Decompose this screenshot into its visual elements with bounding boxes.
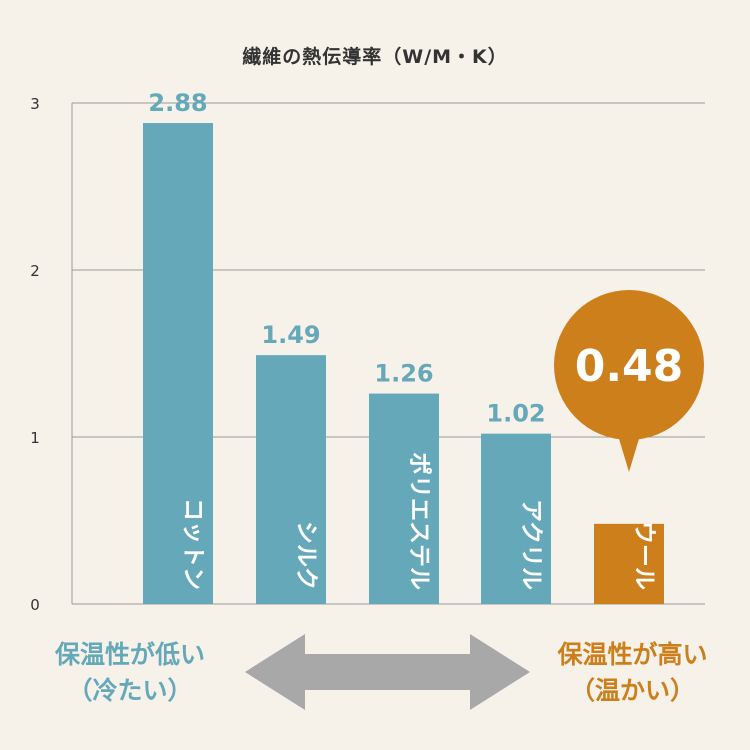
high-insulation-subtitle: （温かい） xyxy=(569,676,695,705)
data-labels: 2.88 1.49 1.26 1.02 0.48 xyxy=(148,89,704,472)
high-insulation-label: 保温性が高い （温かい） xyxy=(525,637,740,709)
chart-title: 繊維の熱伝導率（W/M・K） xyxy=(242,45,508,68)
double-arrow-icon xyxy=(245,634,530,710)
y-tick-label: 2 xyxy=(30,262,40,280)
data-label: 1.49 xyxy=(261,321,320,349)
category-label: ポリエステル xyxy=(406,452,433,590)
bar xyxy=(481,433,551,604)
bar xyxy=(256,355,326,604)
category-label: コットン xyxy=(180,498,206,590)
y-tick-label: 3 xyxy=(30,95,40,113)
bar xyxy=(369,393,439,604)
category-label: ウール xyxy=(631,521,657,590)
bar xyxy=(143,123,213,604)
y-tick-label: 1 xyxy=(30,429,40,447)
low-insulation-label: 保温性が低い （冷たい） xyxy=(20,637,240,709)
low-insulation-title: 保温性が低い xyxy=(54,640,205,669)
category-label: シルク xyxy=(293,521,319,590)
high-insulation-title: 保温性が高い xyxy=(557,640,708,669)
bar xyxy=(594,523,664,604)
y-tick-label: 0 xyxy=(30,596,40,614)
data-label: 1.02 xyxy=(486,400,545,428)
category-label: アクリル xyxy=(518,499,544,590)
callout-bubble xyxy=(554,290,704,440)
callout-pointer xyxy=(617,432,641,472)
data-label: 0.48 xyxy=(575,341,684,392)
low-insulation-subtitle: （冷たい） xyxy=(67,676,193,705)
data-label: 2.88 xyxy=(148,89,207,117)
bars: コットン シルク ポリエステル アクリル ウール xyxy=(143,123,664,604)
data-label: 1.26 xyxy=(374,360,433,388)
